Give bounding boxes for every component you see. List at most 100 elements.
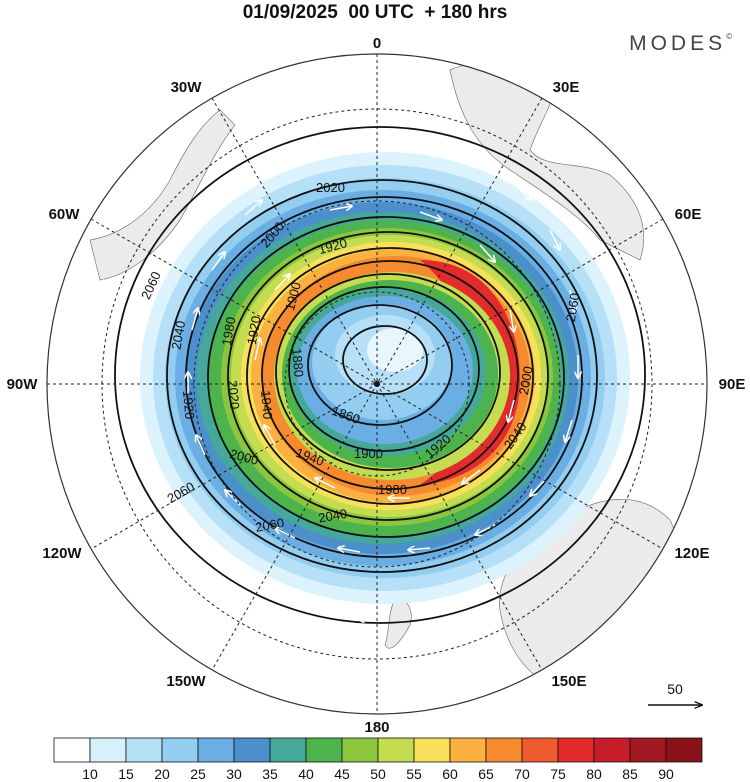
reference-vector: 50 bbox=[648, 681, 702, 705]
wind-vector bbox=[379, 95, 402, 96]
colorbar-swatch bbox=[161, 737, 199, 763]
colorbar-tick-label: 45 bbox=[334, 766, 350, 782]
wind-vector bbox=[329, 206, 352, 210]
contour-label: 2060 bbox=[254, 515, 285, 535]
copyright-mark: © bbox=[726, 32, 732, 41]
colorbar-tick-label: 15 bbox=[118, 766, 134, 782]
wind-vector bbox=[274, 274, 290, 291]
wind-vector bbox=[510, 309, 514, 332]
contour-label: 1880 bbox=[289, 348, 306, 378]
contour-label: 1920 bbox=[180, 390, 197, 420]
wind-vector bbox=[196, 435, 206, 456]
colorbar-tick-label: 85 bbox=[622, 766, 638, 782]
wind-speed-shading bbox=[89, 62, 681, 693]
contour-label: 1900 bbox=[282, 280, 304, 312]
colorbar-swatch bbox=[197, 737, 235, 763]
lon-label-30w: 30W bbox=[171, 79, 203, 96]
contour-label: 2000 bbox=[228, 446, 260, 468]
colorbar-tick-label: 25 bbox=[190, 766, 206, 782]
latitude-circle bbox=[193, 200, 561, 568]
lon-label-30e: 30E bbox=[553, 79, 580, 96]
colorbar-tick-label: 80 bbox=[586, 766, 602, 782]
wind-vector bbox=[479, 244, 495, 262]
wind-vector bbox=[358, 619, 381, 620]
colorbar-tick-label: 90 bbox=[658, 766, 674, 782]
wind-vector bbox=[549, 229, 560, 250]
wind-vector bbox=[514, 184, 532, 200]
contour-label: 1940 bbox=[258, 390, 275, 420]
colorbar-tick-label: 50 bbox=[370, 766, 386, 782]
colorbar-swatch bbox=[413, 737, 451, 763]
wind-vector bbox=[254, 338, 260, 361]
colorbar-swatch bbox=[89, 737, 127, 763]
south-america-landmass bbox=[89, 109, 236, 281]
pole-marker bbox=[374, 381, 380, 387]
wind-vector bbox=[211, 252, 225, 271]
wind-vector bbox=[264, 425, 276, 446]
wind-vector bbox=[530, 479, 546, 496]
colorbar-tick-label: 40 bbox=[298, 766, 314, 782]
globe-outline bbox=[46, 53, 708, 715]
colorbar-swatch bbox=[305, 737, 343, 763]
colorbar-tick-label: 35 bbox=[262, 766, 278, 782]
contour-label: 1980 bbox=[219, 316, 239, 347]
contour-label: 2020 bbox=[225, 380, 242, 410]
colorbar-tick-label: 30 bbox=[226, 766, 242, 782]
contour-label: 2040 bbox=[317, 506, 348, 526]
wind-vector bbox=[408, 548, 431, 550]
brand-logo: MODES© bbox=[629, 32, 732, 56]
lon-label-120w: 120W bbox=[42, 545, 82, 562]
lon-label-150w: 150W bbox=[166, 673, 206, 690]
contour-label: 2000 bbox=[516, 365, 536, 396]
wind-vector bbox=[565, 419, 573, 442]
contour-label: 2060 bbox=[563, 292, 583, 323]
colorbar-swatch bbox=[269, 737, 307, 763]
lon-label-90w: 90W bbox=[7, 376, 39, 393]
wind-vector bbox=[469, 159, 490, 170]
latitude-circle bbox=[101, 108, 653, 660]
longitude-labels: 0 30E 60E 90E 120E 150E 180 150W 120W 90… bbox=[7, 35, 746, 736]
colorbar-swatch bbox=[593, 737, 631, 763]
reference-vector-label: 50 bbox=[667, 681, 683, 697]
wind-vector bbox=[338, 548, 361, 552]
colorbar-swatch bbox=[377, 737, 415, 763]
colorbar-swatch bbox=[485, 737, 523, 763]
colorbar-swatch bbox=[233, 737, 271, 763]
colorbar-swatch bbox=[665, 737, 703, 763]
colorbar-tick-label: 70 bbox=[514, 766, 530, 782]
colorbar-tick-label: 10 bbox=[82, 766, 98, 782]
wind-inner-10 bbox=[367, 328, 423, 372]
colorbar-swatch bbox=[449, 737, 487, 763]
wind-vector bbox=[419, 211, 442, 220]
wind-vector bbox=[569, 289, 575, 312]
chart-title: 01/09/2025 00 UTC + 180 hrs bbox=[242, 2, 508, 23]
colorbar-tick-label: 55 bbox=[406, 766, 422, 782]
wind-vector bbox=[191, 308, 198, 331]
lon-label-90e: 90E bbox=[719, 376, 746, 393]
contour-1860 bbox=[342, 325, 428, 395]
wind-vector bbox=[100, 280, 104, 301]
contour-1980 bbox=[227, 231, 549, 521]
colorbar-swatch bbox=[629, 737, 667, 763]
lon-label-180: 180 bbox=[364, 719, 389, 736]
contour-label: 1920 bbox=[317, 235, 349, 257]
contour-label: 2040 bbox=[168, 320, 188, 351]
wind-vector bbox=[299, 146, 320, 150]
wind-vector bbox=[462, 469, 481, 484]
contour-1880 bbox=[307, 304, 453, 426]
lon-label-120e: 120E bbox=[674, 545, 709, 562]
contour-label: 1980 bbox=[378, 482, 407, 497]
wind-vector bbox=[275, 528, 296, 539]
wind-vector bbox=[419, 144, 442, 150]
lon-label-150e: 150E bbox=[551, 673, 586, 690]
height-contours bbox=[114, 126, 646, 624]
colorbar-tick-label: 60 bbox=[442, 766, 458, 782]
contour-2000 bbox=[207, 216, 565, 538]
colorbar-swatch bbox=[557, 737, 595, 763]
brand-text: MODES bbox=[629, 32, 727, 55]
colorbar-tick-label: 75 bbox=[550, 766, 566, 782]
colorbar-tick-label: 20 bbox=[154, 766, 170, 782]
contour-label: 1900 bbox=[354, 446, 383, 461]
contour-2060 bbox=[114, 126, 646, 624]
